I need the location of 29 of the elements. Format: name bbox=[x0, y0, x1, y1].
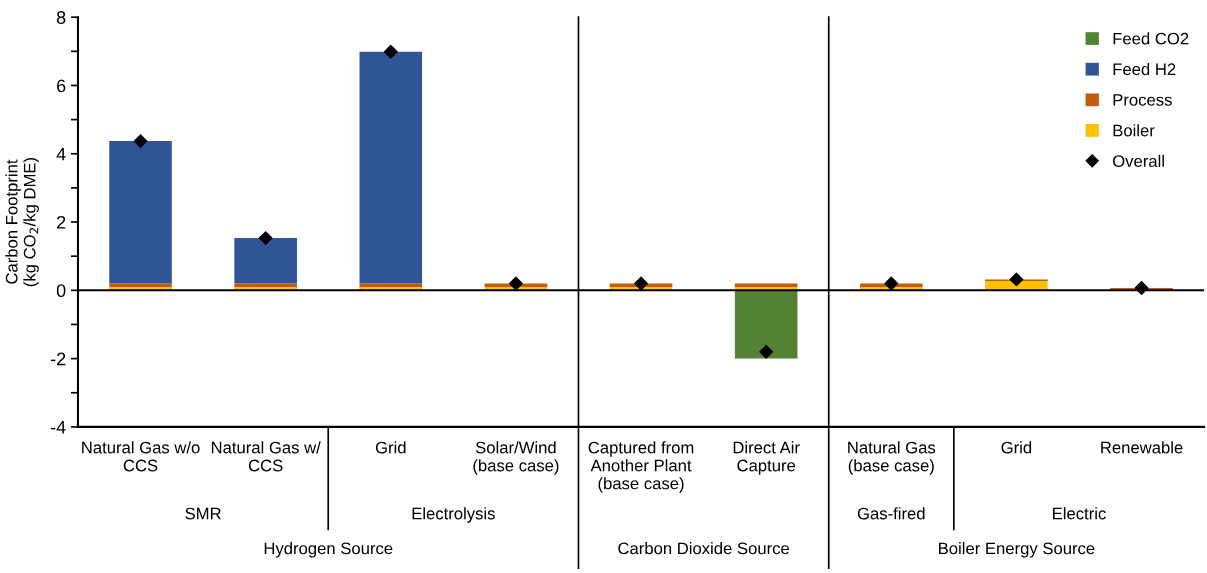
x-tick-label: Natural Gas w/o CCS bbox=[82, 441, 200, 472]
legend-label: Feed H2 bbox=[1113, 62, 1176, 76]
legend-label: Boiler bbox=[1113, 124, 1155, 137]
text: Hydrogen Source bbox=[264, 542, 393, 558]
text: SMR bbox=[185, 507, 221, 520]
y-tick-label: 8 bbox=[56, 11, 66, 24]
legend-label: Process bbox=[1113, 94, 1172, 106]
text: Gas-fired bbox=[857, 507, 925, 520]
x-tick-label: Solar/Wind (base case) bbox=[473, 441, 559, 475]
y-tick-label: -4 bbox=[50, 421, 66, 434]
legend-label: Feed CO2 bbox=[1113, 32, 1189, 45]
text: Electric bbox=[1053, 507, 1106, 520]
y-tick-label: 0 bbox=[56, 284, 66, 298]
x-tick-label: Direct Air Capture bbox=[733, 441, 800, 475]
text: Carbon Dioxide Source bbox=[618, 542, 790, 555]
text: Boiler Energy Source bbox=[939, 542, 1095, 558]
x-tick-label: Renewable bbox=[1101, 441, 1183, 454]
x-tick-label: Natural Gas w/ CCS bbox=[211, 441, 321, 472]
y-axis-title: Carbon Footprint (kg CO$_{2}$/kg DME) bbox=[5, 157, 39, 287]
x-tick-label: Natural Gas (base case) bbox=[848, 441, 936, 475]
x-tick-label: Grid bbox=[1001, 441, 1032, 454]
x-tick-label: Captured from Another Plant (base case) bbox=[588, 441, 694, 493]
text: Electrolysis bbox=[412, 507, 495, 523]
y-tick-label: 4 bbox=[56, 147, 66, 161]
legend-label: Overall bbox=[1113, 154, 1164, 168]
y-tick-label: 2 bbox=[57, 215, 66, 229]
x-tick-label: Grid bbox=[375, 441, 406, 454]
y-tick-label: 6 bbox=[57, 79, 66, 93]
y-tick-label: -2 bbox=[50, 352, 66, 366]
